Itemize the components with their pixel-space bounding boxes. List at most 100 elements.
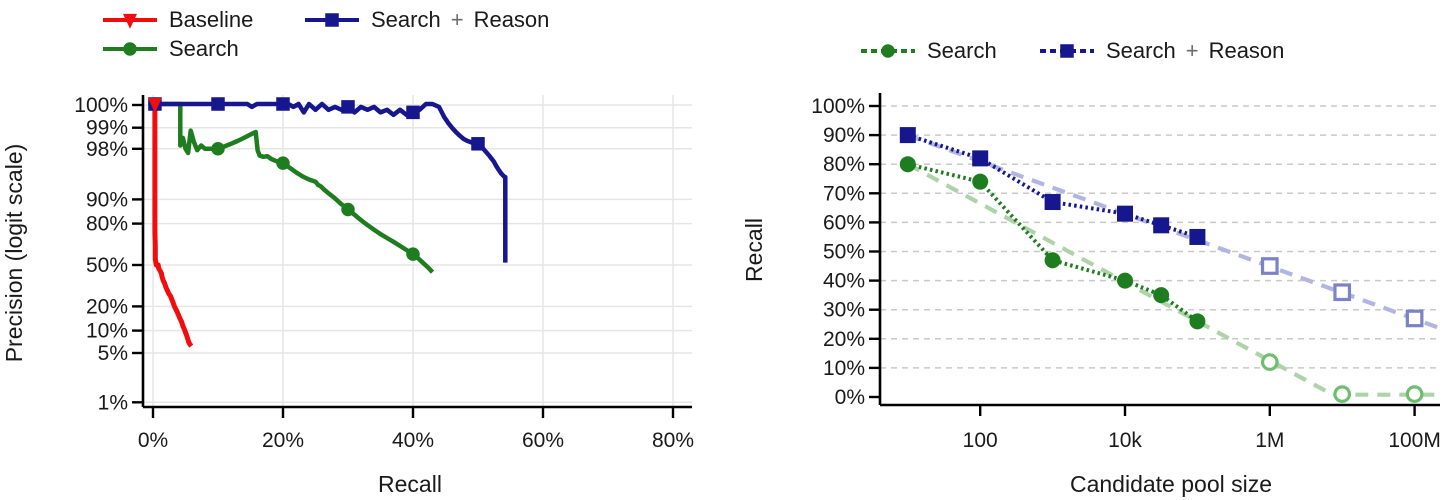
square-marker	[406, 105, 420, 120]
legend-label: Search	[927, 38, 997, 63]
circle-marker	[1260, 353, 1279, 371]
triangle-down-marker	[123, 13, 137, 29]
legend-item-search: Search	[101, 36, 239, 62]
line-search	[154, 101, 435, 274]
square-marker	[325, 13, 339, 27]
square-marker	[1405, 309, 1424, 328]
square-marker	[471, 137, 485, 151]
legend-item-search-reason: Search + Reason	[1038, 38, 1284, 64]
left-y-axis-title: Precision (logit scale)	[1, 144, 27, 363]
circle-marker	[1405, 385, 1424, 403]
circle-marker	[276, 156, 290, 170]
right-gridlines	[880, 105, 1440, 369]
x-tick-label: 0%	[138, 429, 168, 452]
y-tick-label: 99%	[86, 117, 128, 140]
triangle-down-legend-icon	[103, 13, 157, 29]
square-marker	[1260, 257, 1279, 275]
right-axes	[869, 93, 1440, 416]
legend-label: Reason	[1208, 38, 1285, 63]
line-baseline	[152, 104, 194, 348]
square-marker	[341, 100, 355, 114]
circle-marker	[1117, 272, 1133, 289]
triangle-down-marker	[147, 97, 162, 113]
y-tick-label: 90%	[86, 188, 128, 211]
y-tick-label: 20%	[86, 295, 128, 318]
y-tick-label: 100%	[74, 94, 128, 117]
y-tick-label: 50%	[86, 254, 128, 277]
x-tick-label: 60%	[522, 429, 564, 452]
x-tick-label: 100M	[1388, 429, 1441, 452]
y-tick-label: 70%	[823, 182, 865, 205]
left-tick-labels: 100%99%98%90%80%50%20%10%5%1%0% 20% 40% 60%…	[74, 94, 694, 452]
right-y-axis-title: Recall	[741, 218, 767, 282]
circle-marker	[211, 142, 225, 156]
legend-label: Search	[371, 7, 441, 32]
square-marker	[1153, 217, 1170, 234]
y-tick-label: 10%	[823, 357, 865, 380]
y-tick-label: 40%	[823, 270, 865, 293]
circle-marker	[406, 247, 420, 261]
square-marker	[211, 97, 225, 111]
x-tick-label: 20%	[262, 429, 304, 452]
square-marker	[1044, 194, 1061, 211]
y-tick-label: 98%	[86, 138, 128, 161]
y-tick-label: 60%	[823, 211, 865, 234]
square-marker	[1333, 283, 1352, 302]
line-search-reason	[907, 133, 1199, 239]
recall-vs-poolsize-chart: 100% 90% 80% 70% 60% 50% 40% 30% 20% 10% 0% 100 10k 1…	[741, 93, 1441, 497]
x-tick-label: 1M	[1255, 429, 1284, 452]
circle-marker	[899, 156, 916, 173]
circle-marker	[1153, 287, 1170, 304]
square-legend-icon	[305, 13, 359, 27]
y-tick-label: 30%	[823, 299, 865, 322]
circle-marker	[972, 173, 989, 190]
circle-marker	[881, 44, 895, 58]
legend-label-plus: +	[450, 7, 464, 32]
legend-label: Baseline	[169, 7, 254, 32]
circle-marker	[1189, 313, 1206, 330]
legend-label-plus: +	[1185, 38, 1199, 63]
y-tick-label: 5%	[98, 342, 128, 365]
y-tick-label: 80%	[823, 153, 865, 176]
left-series	[147, 97, 508, 348]
circle-legend-icon	[861, 44, 915, 58]
circle-marker	[1044, 252, 1061, 269]
precision-recall-chart: 100%99%98%90%80%50%20%10%5%1%0% 20% 40% 60%…	[1, 94, 694, 497]
square-marker	[276, 97, 290, 111]
legend-label: Reason	[473, 7, 550, 32]
x-tick-label: 10k	[1108, 429, 1142, 452]
circle-marker	[341, 202, 355, 217]
legend-item-baseline: Baseline	[101, 7, 253, 33]
x-tick-label: 100	[963, 429, 998, 452]
square-marker	[972, 150, 989, 167]
legend-label: Search	[1106, 38, 1176, 63]
circle-marker	[1333, 385, 1352, 403]
legend-label: Search	[169, 36, 239, 61]
trend-search	[906, 162, 1440, 397]
legend-item-search: Search	[859, 38, 997, 64]
circle-marker	[123, 42, 137, 56]
y-tick-label: 80%	[86, 213, 128, 236]
y-tick-label: 50%	[823, 241, 865, 264]
left-axes	[132, 95, 692, 418]
square-marker	[1189, 228, 1206, 245]
x-tick-label: 40%	[392, 429, 434, 452]
left-x-axis-title: Recall	[378, 471, 442, 497]
legend-item-search-reason: Search + Reason	[303, 7, 549, 33]
y-tick-label: 20%	[823, 328, 865, 351]
y-tick-label: 0%	[835, 386, 865, 409]
y-tick-label: 100%	[811, 95, 865, 118]
square-marker	[1117, 205, 1133, 222]
y-tick-label: 90%	[823, 124, 865, 147]
y-tick-label: 1%	[98, 391, 128, 414]
square-marker	[899, 127, 916, 144]
right-tick-labels: 100% 90% 80% 70% 60% 50% 40% 30% 20% 10% 0% 100 10k 1…	[811, 95, 1441, 452]
right-series	[899, 127, 1441, 403]
circle-legend-icon	[103, 42, 157, 56]
x-tick-label: 80%	[652, 429, 694, 452]
y-tick-label: 10%	[86, 320, 128, 343]
square-legend-icon	[1040, 44, 1094, 58]
square-marker	[1060, 44, 1074, 58]
